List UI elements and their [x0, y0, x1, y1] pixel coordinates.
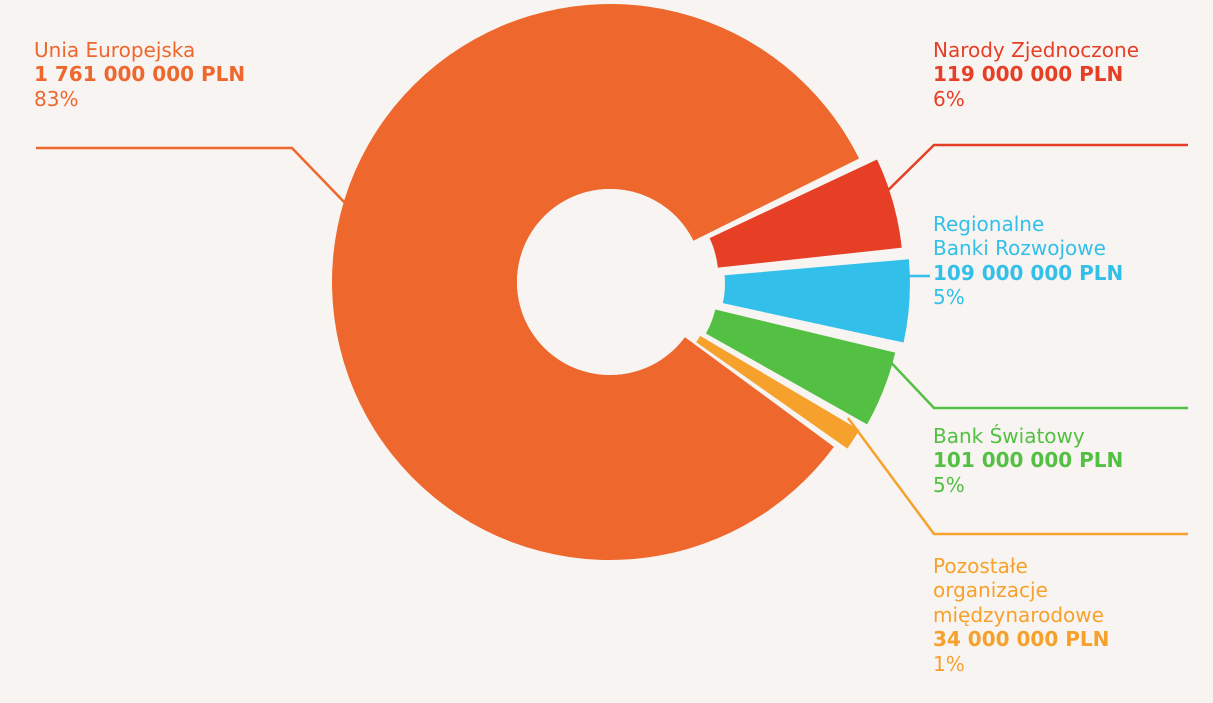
donut-slice-2	[722, 259, 910, 343]
donut-hole	[517, 189, 703, 375]
legend-amount: 34 000 000 PLN	[933, 627, 1110, 652]
legend-amount: 1 761 000 000 PLN	[34, 62, 246, 87]
legend-label: Narody Zjednoczone	[933, 38, 1140, 62]
legend-pozostale-organizacje: Pozostałe organizacje międzynarodowe 34 …	[933, 554, 1109, 676]
legend-percent: 5%	[933, 472, 965, 497]
donut-slice-4	[696, 335, 860, 449]
legend-bank-swiatowy: Bank Światowy 101 000 000 PLN 5%	[933, 424, 1123, 497]
donut-slice-0	[332, 4, 860, 561]
legend-amount: 119 000 000 PLN	[933, 62, 1124, 87]
donut-slice-3	[705, 309, 896, 425]
leader-line-0	[36, 146, 347, 205]
legend-percent: 1%	[933, 651, 965, 676]
leader-line-4	[846, 417, 1188, 536]
legend-percent: 6%	[933, 86, 965, 111]
legend-unia-europejska: Unia Europejska 1 761 000 000 PLN 83%	[34, 38, 245, 111]
legend-percent: 83%	[34, 86, 79, 111]
leader-line-1	[869, 143, 1188, 209]
legend-narody-zjednoczone: Narody Zjednoczone 119 000 000 PLN 6%	[933, 38, 1139, 111]
legend-amount: 101 000 000 PLN	[933, 448, 1124, 473]
legend-label: Pozostałe organizacje międzynarodowe	[933, 554, 1104, 627]
legend-label: Bank Światowy	[933, 424, 1085, 448]
legend-regionalne-banki-rozwojowe: Regionalne Banki Rozwojowe 109 000 000 P…	[933, 212, 1123, 310]
legend-percent: 5%	[933, 285, 965, 310]
legend-amount: 109 000 000 PLN	[933, 260, 1124, 285]
legend-label: Regionalne Banki Rozwojowe	[933, 212, 1106, 261]
leader-line-3	[883, 354, 1188, 410]
legend-label: Unia Europejska	[34, 38, 196, 62]
donut-slice-1	[709, 159, 902, 268]
